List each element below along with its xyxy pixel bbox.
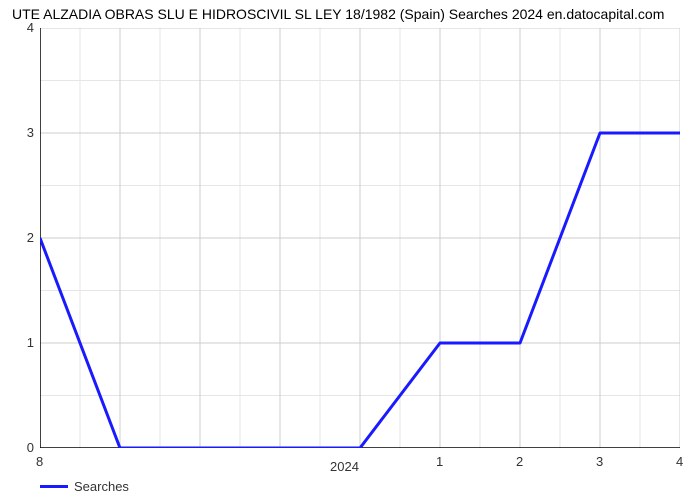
legend-label: Searches (74, 479, 129, 494)
chart-title: UTE ALZADIA OBRAS SLU E HIDROSCIVIL SL L… (12, 6, 664, 22)
legend: Searches (40, 479, 129, 494)
y-tick-label: 3 (0, 125, 34, 140)
y-tick-label: 2 (0, 230, 34, 245)
legend-swatch (40, 485, 68, 488)
chart-container: UTE ALZADIA OBRAS SLU E HIDROSCIVIL SL L… (0, 0, 700, 500)
x-tick-label: 8 (36, 454, 43, 469)
x-axis-label: 2024 (330, 459, 359, 474)
y-tick-label: 1 (0, 335, 34, 350)
y-tick-label: 4 (0, 20, 34, 35)
x-tick-label: 2 (516, 454, 523, 469)
x-tick-label: 1 (436, 454, 443, 469)
y-tick-label: 0 (0, 440, 34, 455)
x-tick-label: 4 (676, 454, 683, 469)
chart-plot (40, 28, 680, 448)
x-tick-label: 3 (596, 454, 603, 469)
